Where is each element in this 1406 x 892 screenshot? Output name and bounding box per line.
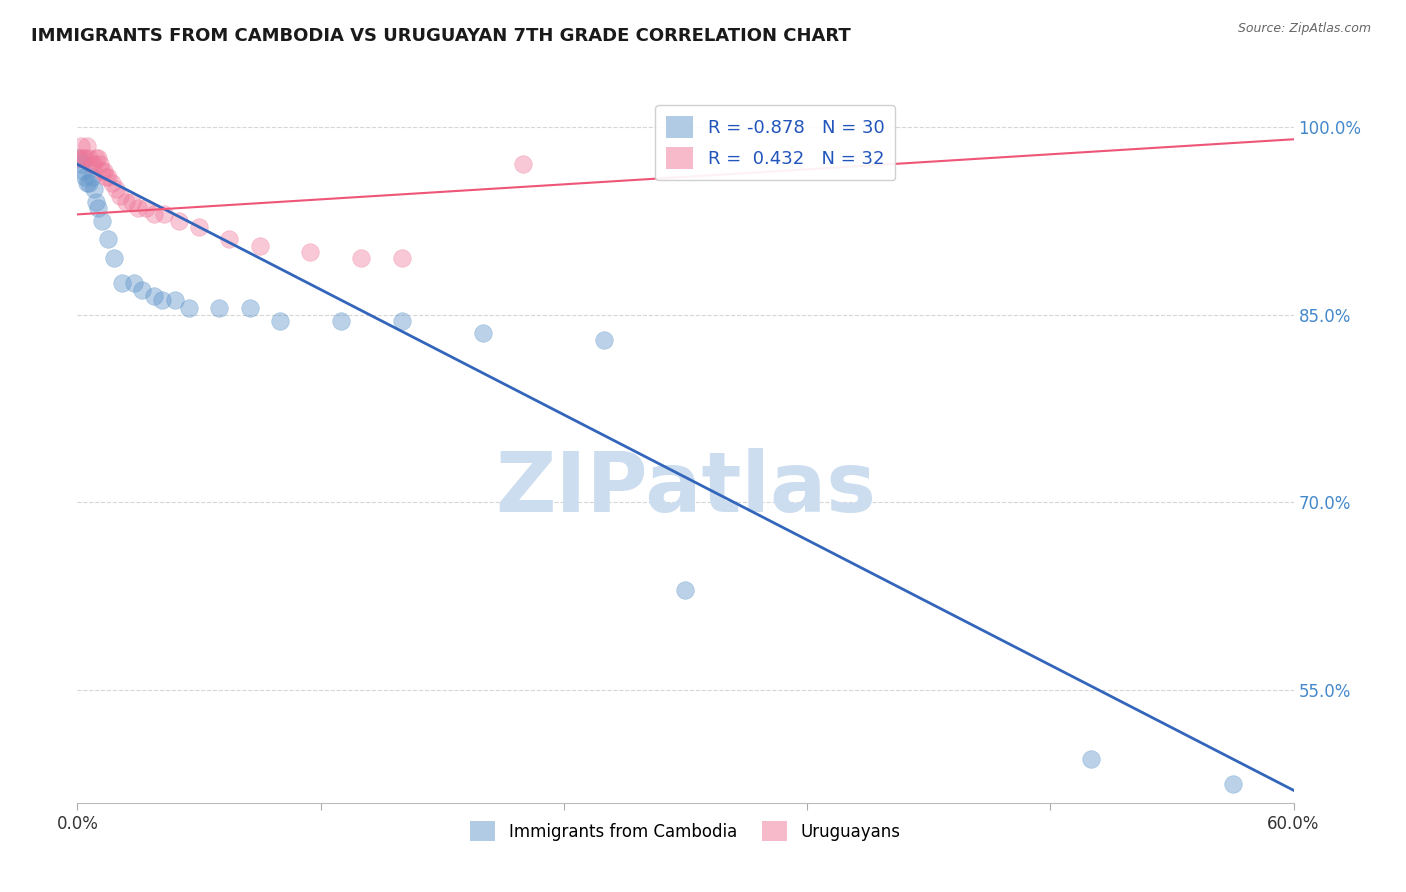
- Point: [167, 213, 190, 227]
- Point: [72, 163, 94, 178]
- Point: [350, 251, 373, 265]
- Point: [188, 219, 211, 234]
- Point: [90, 213, 112, 227]
- Point: [111, 277, 134, 291]
- Point: [76, 176, 98, 190]
- Legend: Immigrants from Cambodia, Uruguayans: Immigrants from Cambodia, Uruguayans: [464, 814, 907, 848]
- Point: [329, 314, 352, 328]
- Point: [131, 283, 153, 297]
- Point: [84, 151, 107, 165]
- Point: [90, 163, 112, 178]
- Point: [177, 301, 200, 316]
- Point: [163, 293, 186, 307]
- Point: [121, 194, 143, 209]
- Point: [67, 151, 90, 165]
- Point: [76, 138, 98, 153]
- Point: [75, 169, 97, 184]
- Point: [86, 151, 108, 165]
- Point: [103, 251, 125, 265]
- Point: [86, 201, 108, 215]
- Point: [127, 201, 149, 215]
- Point: [208, 301, 231, 316]
- Point: [512, 157, 534, 171]
- Point: [93, 163, 115, 178]
- Point: [471, 326, 494, 341]
- Point: [94, 169, 117, 184]
- Point: [67, 151, 90, 165]
- Point: [83, 182, 105, 196]
- Point: [70, 138, 93, 153]
- Point: [84, 194, 107, 209]
- Point: [593, 333, 616, 347]
- Point: [80, 157, 103, 171]
- Point: [249, 238, 271, 252]
- Point: [97, 169, 120, 184]
- Point: [75, 151, 97, 165]
- Point: [80, 169, 103, 184]
- Text: IMMIGRANTS FROM CAMBODIA VS URUGUAYAN 7TH GRADE CORRELATION CHART: IMMIGRANTS FROM CAMBODIA VS URUGUAYAN 7T…: [31, 27, 851, 45]
- Point: [70, 157, 93, 171]
- Point: [391, 314, 413, 328]
- Point: [115, 194, 138, 209]
- Point: [79, 176, 101, 190]
- Point: [135, 201, 157, 215]
- Point: [89, 157, 111, 171]
- Point: [79, 151, 101, 165]
- Point: [97, 232, 120, 246]
- Text: ZIPatlas: ZIPatlas: [495, 449, 876, 529]
- Text: Source: ZipAtlas.com: Source: ZipAtlas.com: [1237, 22, 1371, 36]
- Point: [675, 582, 697, 597]
- Point: [152, 293, 174, 307]
- Point: [83, 157, 105, 171]
- Point: [269, 314, 291, 328]
- Point: [122, 277, 145, 291]
- Point: [391, 251, 413, 265]
- Point: [143, 289, 166, 303]
- Point: [239, 301, 262, 316]
- Point: [104, 182, 127, 196]
- Point: [72, 151, 94, 165]
- Point: [218, 232, 240, 246]
- Point: [1222, 777, 1244, 791]
- Point: [101, 176, 124, 190]
- Point: [153, 207, 176, 221]
- Point: [299, 244, 322, 259]
- Point: [1080, 752, 1102, 766]
- Point: [143, 207, 166, 221]
- Point: [108, 188, 131, 202]
